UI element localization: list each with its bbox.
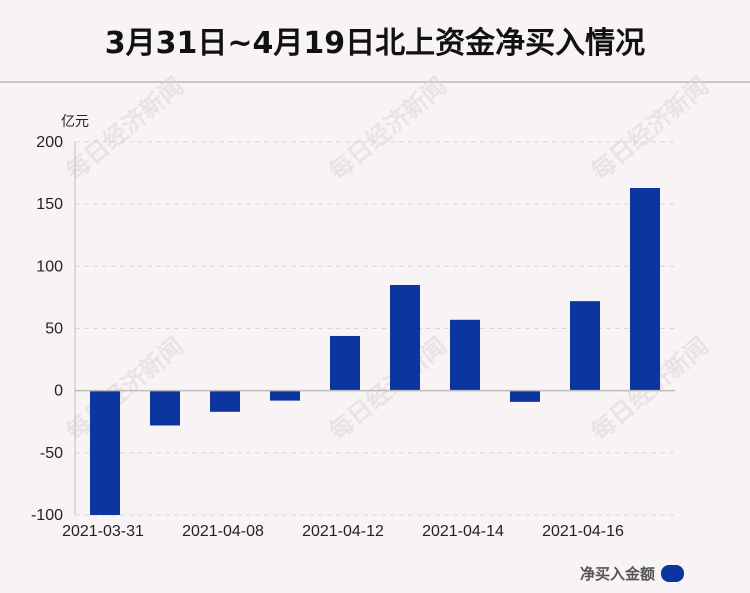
x-tick-label: 2021-03-31 <box>62 523 144 540</box>
legend-swatch <box>661 565 684 582</box>
watermark-text: 每日经济新闻 <box>585 71 714 186</box>
bar <box>150 390 180 426</box>
bars <box>90 188 660 515</box>
x-tick-label: 2021-04-12 <box>302 523 384 540</box>
bar <box>510 390 540 402</box>
y-axis-ticks: 200 150 100 50 0 -50 -100 <box>31 134 63 524</box>
x-tick-label: 2021-04-16 <box>542 523 624 540</box>
bar <box>330 335 360 391</box>
bar <box>210 390 240 412</box>
chart-title: 3月31日~4月19日北上资金净买入情况 <box>104 26 646 61</box>
legend-label: 净买入金额 <box>579 565 655 583</box>
watermark-text: 每日经济新闻 <box>323 71 452 186</box>
y-axis-unit-label: 亿元 <box>61 114 89 130</box>
x-axis-ticks: 2021-03-31 2021-04-08 2021-04-12 2021-04-14… <box>62 523 624 540</box>
y-tick-label: 100 <box>36 258 63 275</box>
x-tick-label: 2021-04-08 <box>182 523 264 540</box>
y-tick-label: -100 <box>31 507 63 524</box>
axes <box>74 142 675 515</box>
y-tick-label: 0 <box>54 383 63 400</box>
bar <box>450 319 480 391</box>
bar <box>270 390 300 401</box>
bar <box>90 390 120 515</box>
x-tick-label: 2021-04-14 <box>422 523 504 540</box>
y-tick-label: -50 <box>40 445 63 462</box>
bar <box>570 301 600 391</box>
bar <box>390 284 420 391</box>
legend: 净买入金额 <box>580 563 684 584</box>
watermark-text: 每日经济新闻 <box>60 331 189 446</box>
watermark-layer: 每日经济新闻每日经济新闻每日经济新闻每日经济新闻每日经济新闻每日经济新闻 <box>60 71 714 446</box>
y-tick-label: 50 <box>45 321 63 338</box>
watermark-text: 每日经济新闻 <box>60 71 189 186</box>
y-tick-label: 150 <box>36 196 63 213</box>
title-divider <box>0 81 750 83</box>
y-tick-label: 200 <box>36 134 63 151</box>
bar <box>630 188 660 391</box>
